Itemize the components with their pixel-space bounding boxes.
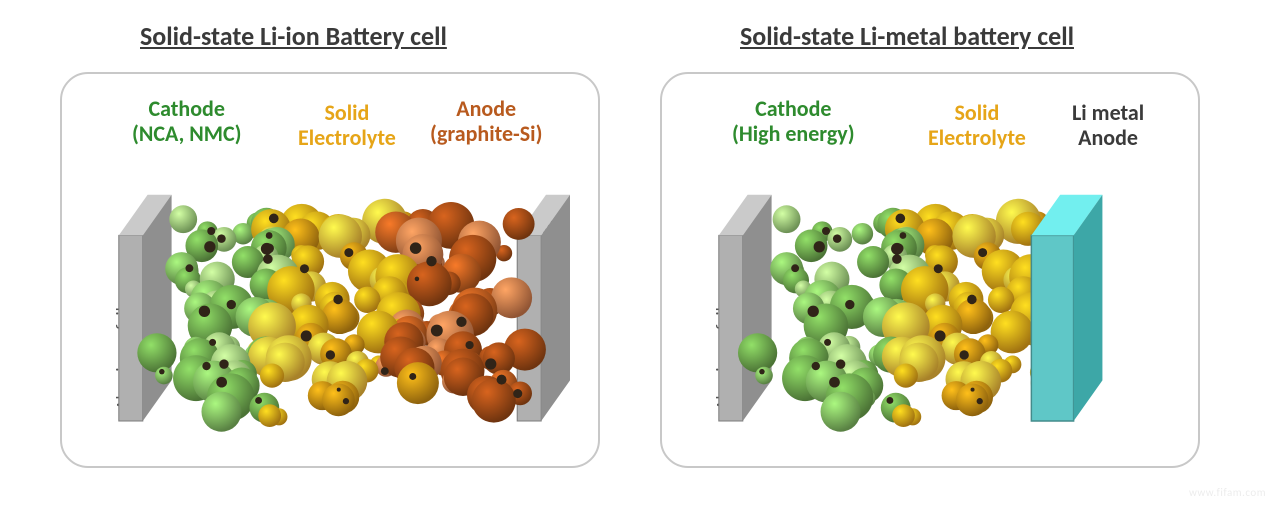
- label-text: (graphite-Si): [430, 120, 542, 147]
- label-text: Anode: [456, 95, 516, 122]
- label-text: Anode: [1078, 124, 1138, 151]
- label-text: (High energy): [732, 120, 855, 147]
- right-diagram: [690, 160, 1170, 450]
- label-text: Electrolyte: [928, 124, 1026, 151]
- label-text: Cathode: [149, 95, 225, 122]
- left-diagram: [90, 160, 570, 450]
- right-electrolyte-label: Solid Electrolyte: [928, 100, 1026, 151]
- right-anode-label: Li metal Anode: [1072, 100, 1144, 151]
- label-text: Solid: [954, 99, 999, 126]
- label-text: (NCA, NMC): [132, 120, 241, 147]
- right-cathode-label: Cathode (High energy): [732, 96, 855, 147]
- label-text: Li metal: [1072, 99, 1144, 126]
- right-title: Solid-state Li-metal battery cell: [740, 20, 1074, 52]
- watermark: www.fifam.com: [1189, 486, 1266, 499]
- label-text: Electrolyte: [298, 124, 396, 151]
- left-electrolyte-label: Solid Electrolyte: [298, 100, 396, 151]
- left-cathode-label: Cathode (NCA, NMC): [132, 96, 241, 147]
- left-title: Solid-state Li-ion Battery cell: [140, 20, 447, 52]
- label-text: Cathode: [755, 95, 831, 122]
- left-anode-label: Anode (graphite-Si): [430, 96, 542, 147]
- label-text: Solid: [324, 99, 369, 126]
